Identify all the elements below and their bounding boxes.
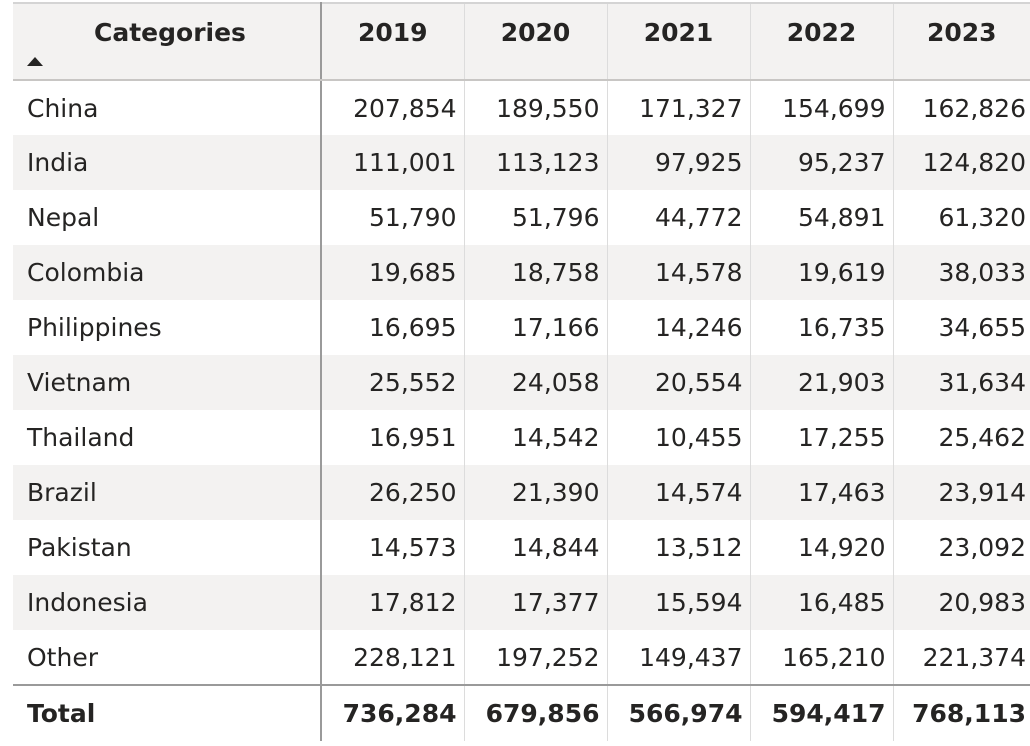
row-label: Pakistan xyxy=(13,520,322,575)
table-cell: 54,891 xyxy=(750,190,894,245)
table-cell: 197,252 xyxy=(464,630,608,685)
table-cell: 21,903 xyxy=(750,355,894,410)
row-label: Colombia xyxy=(13,245,322,300)
table-cell: 20,554 xyxy=(607,355,751,410)
table-cell: 207,854 xyxy=(321,80,465,135)
table-cell: 19,619 xyxy=(750,245,894,300)
total-label: Total xyxy=(13,684,322,741)
table-cell: 51,796 xyxy=(464,190,608,245)
table-cell: 17,812 xyxy=(321,575,465,630)
table-cell: 221,374 xyxy=(922,642,1026,672)
column-header-year[interactable]: 2022 xyxy=(750,2,894,81)
table-row: Other 228,121 197,252 149,437 165,210 22… xyxy=(13,630,1030,685)
table-cell: 61,320 xyxy=(938,203,1026,232)
table-cell: 14,573 xyxy=(321,520,465,575)
table-row: Thailand 16,951 14,542 10,455 17,255 25,… xyxy=(13,410,1030,465)
table-cell: 20,983 xyxy=(893,575,1030,630)
table-cell: 97,925 xyxy=(607,135,751,190)
table-cell: 17,377 xyxy=(464,575,608,630)
table-cell: 51,790 xyxy=(321,190,465,245)
table-cell: 14,578 xyxy=(607,245,751,300)
table-cell: 14,574 xyxy=(607,465,751,520)
row-label: Thailand xyxy=(13,410,322,465)
table-cell: 10,455 xyxy=(607,410,751,465)
total-row: Total 736,284 679,856 566,974 594,417 76… xyxy=(13,684,1030,741)
sort-ascending-icon[interactable] xyxy=(27,57,43,66)
table-row: China 207,854 189,550 171,327 154,699 16… xyxy=(13,80,1030,135)
table-cell: 17,463 xyxy=(750,465,894,520)
row-label: Nepal xyxy=(13,190,322,245)
table-cell: 23,914 xyxy=(893,465,1030,520)
table-cell: 14,844 xyxy=(464,520,608,575)
column-header-year[interactable]: 2021 xyxy=(607,2,751,81)
table-cell: 19,685 xyxy=(321,245,465,300)
table-cell: 15,594 xyxy=(607,575,751,630)
row-label: Other xyxy=(13,630,322,685)
column-header-label: Categories xyxy=(94,18,246,47)
table-cell: 14,920 xyxy=(750,520,894,575)
table-cell: 14,246 xyxy=(607,300,751,355)
column-header-categories[interactable]: Categories xyxy=(13,2,322,81)
row-label: Brazil xyxy=(13,465,322,520)
table-cell: 16,485 xyxy=(750,575,894,630)
table-cell: 111,001 xyxy=(321,135,465,190)
total-cell: 736,284 xyxy=(321,684,465,741)
table-cell: 31,634 xyxy=(893,355,1030,410)
row-label: India xyxy=(13,135,322,190)
table-cell: 16,695 xyxy=(321,300,465,355)
table-cell: 162,826 xyxy=(922,93,1026,123)
table-cell: 26,250 xyxy=(321,465,465,520)
table-row: Indonesia 17,812 17,377 15,594 16,485 20… xyxy=(13,575,1030,630)
table-cell: 18,758 xyxy=(464,245,608,300)
table-cell: 44,772 xyxy=(607,190,751,245)
total-cell: 768,113 xyxy=(893,684,1030,741)
column-header-year[interactable]: 2023 xyxy=(893,2,1030,81)
table-cell: 228,121 xyxy=(321,630,465,685)
matrix-table: Categories 2019 2020 2021 2022 2023 Chin… xyxy=(13,2,1030,741)
total-cell: 679,856 xyxy=(464,684,608,741)
column-header-year[interactable]: 2020 xyxy=(464,2,608,81)
table-cell: 149,437 xyxy=(607,630,751,685)
table-cell: 171,327 xyxy=(607,80,751,135)
table-cell: 21,390 xyxy=(464,465,608,520)
table-cell: 189,550 xyxy=(464,80,608,135)
table-cell: 16,951 xyxy=(321,410,465,465)
total-cell: 594,417 xyxy=(750,684,894,741)
table-cell: 23,092 xyxy=(938,533,1026,562)
table-cell: 165,210 xyxy=(750,630,894,685)
table-row: Colombia 19,685 18,758 14,578 19,619 38,… xyxy=(13,245,1030,300)
table-cell: 14,542 xyxy=(464,410,608,465)
header-row: Categories 2019 2020 2021 2022 2023 xyxy=(13,2,1030,81)
table-row: Vietnam 25,552 24,058 20,554 21,903 31,6… xyxy=(13,355,1030,410)
table-cell: 25,462 xyxy=(938,423,1026,452)
table-row: Pakistan 14,573 14,844 13,512 14,920 23,… xyxy=(13,520,1030,575)
row-label: Indonesia xyxy=(13,575,322,630)
table-row: Philippines 16,695 17,166 14,246 16,735 … xyxy=(13,300,1030,355)
table-cell: 25,552 xyxy=(321,355,465,410)
table-cell: 113,123 xyxy=(464,135,608,190)
column-header-year[interactable]: 2019 xyxy=(321,2,465,81)
table-cell: 17,255 xyxy=(750,410,894,465)
table-cell: 24,058 xyxy=(464,355,608,410)
table-cell: 13,512 xyxy=(607,520,751,575)
table-row: Brazil 26,250 21,390 14,574 17,463 23,91… xyxy=(13,465,1030,520)
row-label: Philippines xyxy=(13,300,322,355)
row-label: Vietnam xyxy=(13,355,322,410)
table-cell: 38,033 xyxy=(893,245,1030,300)
table-cell: 17,166 xyxy=(464,300,608,355)
total-cell: 566,974 xyxy=(607,684,751,741)
table-row: India 111,001 113,123 97,925 95,237 124,… xyxy=(13,135,1030,190)
row-label: China xyxy=(13,80,322,135)
table-cell: 124,820 xyxy=(893,135,1030,190)
table-cell: 154,699 xyxy=(750,80,894,135)
table-cell: 34,655 xyxy=(938,313,1026,342)
table-row: Nepal 51,790 51,796 44,772 54,891 61,320 xyxy=(13,190,1030,245)
matrix-table-visual: Categories 2019 2020 2021 2022 2023 Chin… xyxy=(13,2,1030,744)
table-cell: 16,735 xyxy=(750,300,894,355)
table-cell: 95,237 xyxy=(750,135,894,190)
